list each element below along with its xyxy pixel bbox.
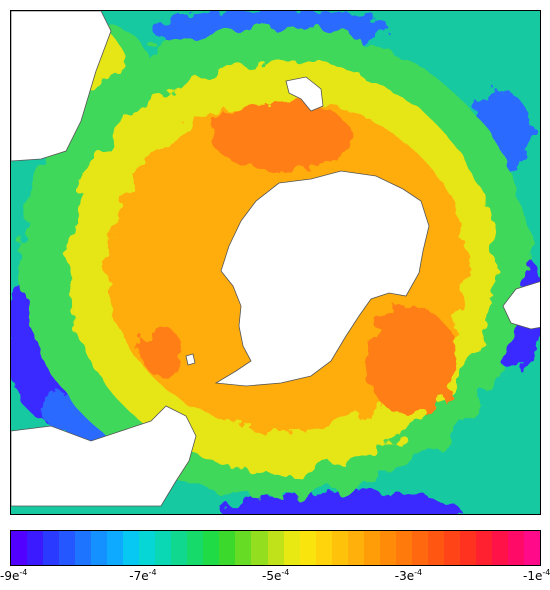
colorbar-segment (443, 531, 460, 565)
south-america (11, 405, 197, 507)
colorbar-segment (235, 531, 252, 565)
colorbar-segment (219, 531, 236, 565)
colorbar-segment (395, 531, 412, 565)
polar-map (11, 11, 540, 514)
australia-tip (502, 281, 540, 330)
land (11, 11, 540, 507)
colorbar-segment (171, 531, 188, 565)
colorbar-segment (347, 531, 364, 565)
colorbar-segment (203, 531, 220, 565)
colorbar-segment (459, 531, 476, 565)
colorbar-segment (283, 531, 300, 565)
small-island (185, 353, 196, 366)
colorbar-segment (475, 531, 492, 565)
blue-patch-south (221, 491, 461, 514)
red-hotspots (141, 101, 456, 416)
colorbar-segment (43, 531, 60, 565)
colorbar-segment (123, 531, 140, 565)
colorbar-segment (251, 531, 268, 565)
colorbar-segment (155, 531, 172, 565)
colorbar-segment (59, 531, 76, 565)
colorbar-segment (187, 531, 204, 565)
colorbar-segment (27, 531, 44, 565)
map-panel (10, 10, 541, 515)
colorbar-tick-label: -3e-4 (394, 568, 423, 583)
kerguelen (285, 76, 324, 112)
colorbar-segment (491, 531, 508, 565)
colorbar-segment (267, 531, 284, 565)
colorbar-segment (524, 531, 541, 565)
colorbar-segment (91, 531, 108, 565)
colorbar-tick-label: -5e-4 (262, 568, 290, 583)
colorbar-tick-label: -7e-4 (129, 568, 157, 583)
colorbar-segment (107, 531, 124, 565)
antarctica (214, 170, 430, 387)
colorbar-tick-label: -1e-4 (523, 568, 550, 583)
colorbar-segment (363, 531, 380, 565)
colorbar-segment (427, 531, 444, 565)
colorbar-segment (507, 531, 524, 565)
colorbar-segment (331, 531, 348, 565)
africa-tip (11, 11, 112, 162)
colorbar-segment (75, 531, 92, 565)
colorbar-segment (411, 531, 428, 565)
colorbar-tick-label: -9e-4 (0, 568, 28, 583)
colorbar-segment (315, 531, 332, 565)
colorbar-segment (299, 531, 316, 565)
colorbar (10, 530, 541, 566)
colorbar-segment (11, 531, 28, 565)
colorbar-segment (379, 531, 396, 565)
colorbar-segment (139, 531, 156, 565)
